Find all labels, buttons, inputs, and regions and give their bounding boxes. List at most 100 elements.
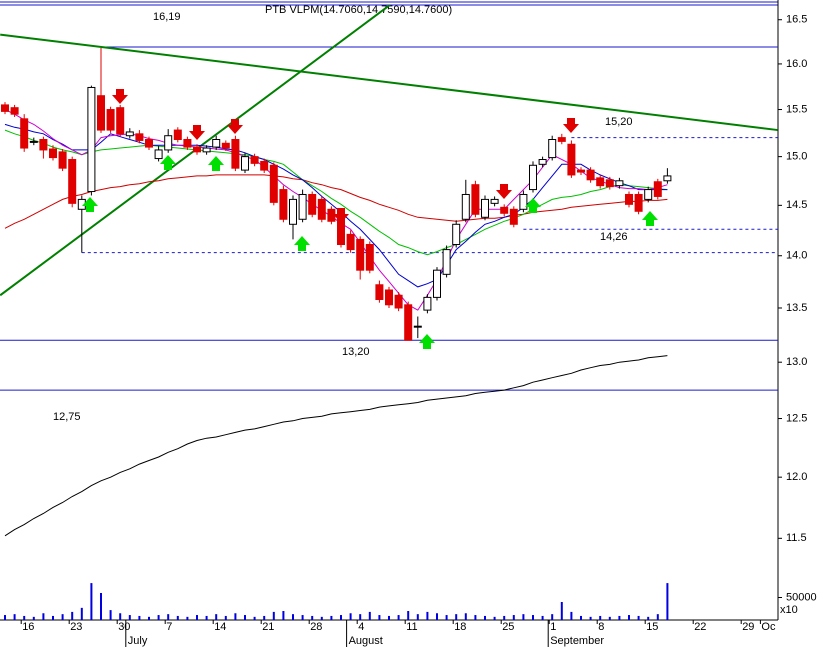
x-tick-label: 30 (118, 621, 130, 633)
candle-body (289, 198, 297, 225)
volume-bar (445, 615, 448, 620)
candle-body (298, 193, 307, 220)
x-tick-label: 22 (694, 621, 706, 633)
x-tick-label: 14 (214, 621, 226, 633)
candle-body (356, 238, 365, 271)
volume-bar (253, 616, 256, 620)
volume-bar (224, 615, 227, 620)
x-tick-label: 23 (70, 621, 82, 633)
plot-area (0, 5, 778, 537)
candle-body (509, 208, 518, 225)
volume-bar (589, 616, 592, 620)
candle-body (221, 142, 230, 149)
candle-body (442, 249, 451, 275)
level-label: 16,19 (153, 11, 181, 23)
candle-body (10, 107, 19, 115)
volume-bar (551, 614, 554, 620)
candle-body (471, 184, 480, 215)
volume-bar (176, 615, 179, 620)
candle-body (605, 179, 614, 188)
volume-bar (637, 615, 640, 620)
candle-body (423, 296, 432, 311)
candle-body (385, 289, 393, 306)
sell-arrow (333, 208, 349, 223)
signals (82, 89, 658, 349)
candle-body (577, 169, 585, 173)
buy-arrow (208, 156, 224, 171)
candle-body (164, 135, 173, 151)
ma-line (4, 129, 668, 256)
volume-bar (109, 610, 112, 620)
volume-bar (320, 616, 323, 620)
candle-body (375, 284, 384, 300)
candle-body (39, 139, 48, 151)
volume-bar (503, 615, 506, 620)
candle-body (260, 160, 269, 171)
volume-bar (282, 611, 285, 620)
volume-bar (656, 614, 659, 620)
x-tick-label: 18 (454, 621, 466, 633)
candle-body (519, 193, 528, 210)
sell-arrow (563, 118, 579, 133)
candle-body (173, 129, 182, 140)
candle-body (481, 198, 489, 218)
volume-bar (61, 614, 64, 620)
volume-bar (13, 614, 16, 620)
candle-body (212, 139, 221, 148)
candle-body (250, 156, 259, 164)
month-label: September (550, 635, 604, 647)
volume-bar (52, 615, 54, 620)
level-label: 13,20 (342, 346, 370, 358)
candle-body (1, 104, 9, 112)
volume-bar (90, 583, 93, 620)
volume-bar (234, 613, 237, 620)
volume-bar (522, 614, 525, 620)
volume-bar (455, 614, 458, 620)
candle-body (490, 198, 499, 204)
candle-body (145, 139, 153, 148)
candle-body (365, 243, 374, 271)
candle-body (317, 198, 326, 220)
level-label: 15,20 (605, 116, 633, 128)
candle-body (279, 189, 288, 220)
sell-arrow (227, 119, 243, 134)
y-tick-label: 11.5 (786, 532, 807, 544)
x-tick-label: 7 (166, 621, 172, 633)
candle-body (557, 137, 566, 142)
volume-bar (560, 602, 563, 620)
volume-bar (378, 615, 381, 620)
buy-arrow (294, 236, 310, 251)
candle-body (97, 95, 105, 131)
buy-arrow (82, 197, 98, 212)
volume-bar (580, 615, 582, 620)
volume-bar (244, 615, 246, 620)
volume-bar (618, 615, 621, 620)
level-label: 12,75 (53, 411, 81, 423)
volume-bar (608, 616, 611, 620)
volume-bar (340, 615, 342, 620)
volume-bar (330, 615, 333, 620)
volume-bar (215, 614, 218, 620)
buy-arrow (525, 198, 541, 213)
volume-bar (512, 615, 515, 620)
y-tick-label: 14.5 (786, 199, 807, 211)
candle-body (452, 223, 461, 245)
x-tick-label: 28 (310, 621, 322, 633)
candle-body (116, 107, 125, 135)
candle-body (87, 86, 96, 193)
candle-body (413, 325, 422, 328)
candle-body (394, 294, 403, 309)
candle-body (586, 169, 595, 181)
trendline (0, 33, 778, 132)
volume-bar (474, 615, 477, 620)
candle-body (461, 193, 470, 220)
month-label: July (128, 635, 148, 647)
x-tick-label: 8 (598, 621, 604, 633)
candle-body (625, 193, 633, 205)
buy-arrow (419, 334, 435, 349)
sell-arrow (496, 184, 512, 199)
volume-bar (196, 615, 198, 620)
candle-body (404, 304, 413, 341)
x-tick-label: 21 (262, 621, 274, 633)
